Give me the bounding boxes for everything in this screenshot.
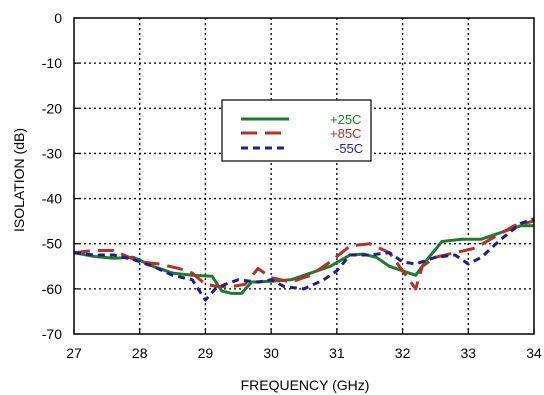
- legend-label-minus55c: -55C: [335, 141, 363, 156]
- legend-box: [221, 99, 372, 162]
- x-tick-label: 31: [329, 345, 345, 361]
- x-tick-label: 29: [198, 345, 214, 361]
- axis-ticks: [73, 17, 535, 335]
- y-tick-label: -50: [42, 236, 62, 252]
- y-tick-label: -40: [42, 191, 62, 207]
- x-tick-label: 32: [395, 345, 411, 361]
- x-tick-label: 30: [263, 345, 279, 361]
- x-tick-label: 34: [526, 345, 542, 361]
- tick-labels: 27 28 29 30 31 32 33 34 0 -10 -20 -30 -40 -50 -60 -70: [42, 10, 542, 361]
- x-axis-title: FREQUENCY (GHz): [241, 377, 370, 393]
- series-line-85c: [73, 219, 535, 291]
- y-tick-label: -20: [42, 100, 62, 116]
- y-axis-title: ISOLATION (dB): [11, 128, 27, 232]
- legend-label-85c: +85C: [330, 126, 361, 141]
- data-series: [73, 217, 535, 302]
- y-tick-label: -30: [42, 145, 62, 161]
- y-tick-label: -70: [42, 326, 62, 342]
- x-tick-label: 33: [460, 345, 476, 361]
- y-tick-label: -60: [42, 281, 62, 297]
- series-line-25c: [73, 224, 534, 295]
- plot-frame: [73, 17, 535, 335]
- x-tick-label: 28: [132, 345, 148, 361]
- y-tick-label: -10: [42, 55, 62, 71]
- series-line-minus55c: [73, 217, 535, 302]
- legend-label-25c: +25C: [330, 112, 361, 127]
- x-tick-label: 27: [66, 345, 82, 361]
- legend: +25C +85C -55C: [221, 99, 372, 162]
- y-tick-label: 0: [54, 10, 62, 26]
- grid-lines: [74, 18, 534, 334]
